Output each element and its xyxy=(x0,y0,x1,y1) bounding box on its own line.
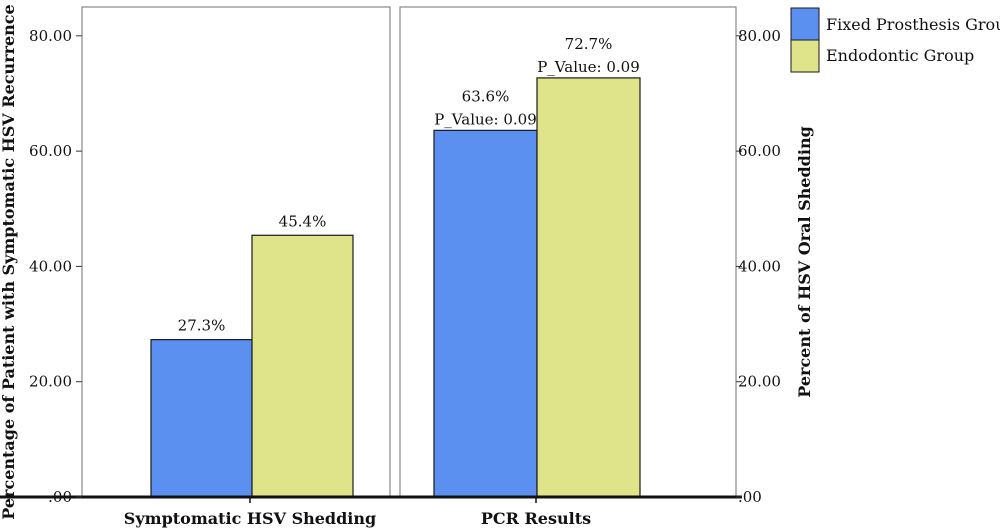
y-tick-label-right: 40.00 xyxy=(738,257,781,275)
data-label-left-series-1: 45.4% xyxy=(279,212,327,230)
y-tick-label-left: 20.00 xyxy=(29,373,72,391)
p-value-annotation-right-series-0: P_Value: 0.09 xyxy=(434,110,537,128)
x-axis-baseline xyxy=(0,495,742,503)
category-label-right: PCR Results xyxy=(481,509,591,528)
y-ticks-layer: .00 20.00 40.00 60.00 80.00 .00 20.00 40.00 60.0… xyxy=(29,27,781,506)
category-labels-layer: Symptomatic HSV Shedding PCR Results xyxy=(124,509,591,528)
data-labels-layer: 27.3% 45.4% 63.6% P_Value: 0.09 72.7% P_Value… xyxy=(178,35,640,335)
legend-label-endodontic: Endodontic Group xyxy=(826,46,974,65)
p-value-annotation-right-series-1: P_Value: 0.09 xyxy=(537,58,640,76)
y-tick-label-left: 40.00 xyxy=(29,257,72,275)
y-tick-label-left: 60.00 xyxy=(29,142,72,160)
data-label-right-series-0: 63.6% xyxy=(462,87,510,105)
y-tick-label-right: 20.00 xyxy=(738,373,781,391)
y-tick-label-left: .00 xyxy=(48,488,72,506)
data-label-right-series-1: 72.7% xyxy=(565,35,613,53)
bar-right-series-0 xyxy=(433,129,538,498)
legend-label-fixed-prosthesis: Fixed Prosthesis Group xyxy=(826,15,1000,34)
bars-layer xyxy=(150,77,641,498)
y-tick-label-right: .00 xyxy=(738,488,762,506)
bar-left-series-1 xyxy=(251,234,354,498)
left-y-axis-label: Percentage of Patient with Symptomatic H… xyxy=(0,4,18,519)
legend-swatch-fixed-prosthesis xyxy=(790,7,820,41)
data-label-left-series-0: 27.3% xyxy=(178,317,226,335)
y-tick-label-left: 80.00 xyxy=(29,27,72,45)
bar-left-series-0 xyxy=(150,339,253,498)
right-y-axis-label: Percent of HSV Oral Shedding xyxy=(795,126,814,398)
legend-swatch-endodontic xyxy=(790,39,820,73)
bar-right-series-1 xyxy=(536,77,641,498)
y-tick-label-right: 80.00 xyxy=(738,27,781,45)
category-label-left: Symptomatic HSV Shedding xyxy=(124,509,376,528)
y-tick-label-right: 60.00 xyxy=(738,142,781,160)
legend: Fixed Prosthesis Group Endodontic Group xyxy=(790,7,1000,73)
